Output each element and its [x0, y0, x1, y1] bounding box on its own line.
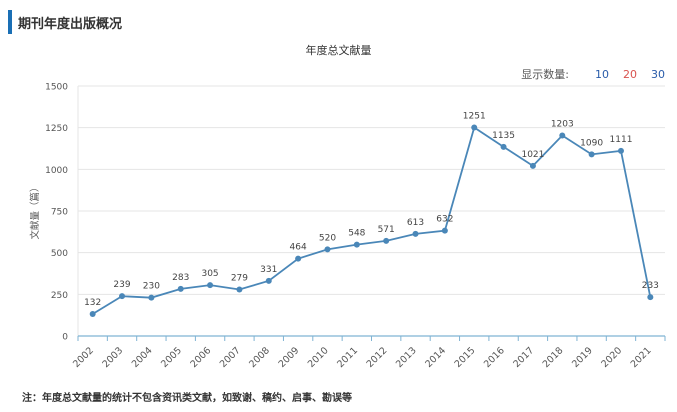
data-point — [617, 147, 624, 154]
chart-title: 年度总文献量 — [305, 44, 372, 57]
count-option-30[interactable]: 30 — [651, 67, 665, 81]
x-tick-label: 2014 — [423, 345, 448, 370]
x-tick-label: 2019 — [570, 345, 595, 370]
section-header: 期刊年度出版概况 — [8, 10, 122, 34]
x-tick-label: 2016 — [482, 345, 507, 370]
x-tick-label: 2017 — [511, 345, 536, 370]
data-label: 1021 — [521, 150, 544, 160]
y-tick-label: 250 — [51, 291, 68, 301]
display-count-switch: 显示数量: 10 20 30 — [521, 66, 665, 82]
data-labels: 132 239 230 283 305 279 331 464 520 548 571 613 632 1… — [84, 112, 659, 309]
x-tick-label: 2020 — [599, 345, 624, 370]
data-label: 283 — [172, 273, 189, 283]
y-tick-label: 1000 — [45, 166, 68, 176]
data-label: 520 — [319, 233, 336, 243]
data-point — [529, 162, 536, 169]
data-label: 1203 — [551, 120, 574, 130]
data-point — [177, 285, 184, 292]
x-tick-label: 2015 — [453, 345, 478, 370]
data-label: 230 — [143, 282, 160, 292]
y-axis-ticks: 0 250 500 750 1000 1250 1500 — [45, 83, 68, 343]
data-point — [207, 282, 214, 289]
data-point — [148, 294, 155, 301]
series-group — [89, 124, 654, 317]
data-point — [588, 151, 595, 158]
data-label: 464 — [290, 243, 307, 253]
section-title: 期刊年度出版概况 — [18, 16, 123, 32]
data-label: 548 — [348, 229, 365, 239]
data-label: 132 — [84, 298, 101, 308]
data-point — [500, 143, 507, 150]
y-tick-label: 0 — [62, 333, 68, 343]
data-point — [353, 241, 360, 248]
data-label: 613 — [407, 218, 424, 228]
x-tick-label: 2013 — [394, 345, 419, 370]
data-point — [647, 294, 654, 301]
data-point — [559, 132, 566, 139]
data-point — [295, 255, 302, 262]
data-point — [324, 246, 331, 253]
section-accent-bar — [8, 10, 12, 34]
x-tick-label: 2018 — [541, 345, 566, 370]
data-point — [119, 293, 126, 300]
x-tick-label: 2002 — [71, 345, 96, 370]
x-tick-label: 2009 — [277, 345, 302, 370]
data-label: 279 — [231, 274, 248, 284]
count-option-10[interactable]: 10 — [595, 67, 609, 81]
data-point — [471, 124, 478, 131]
x-tick-label: 2005 — [159, 345, 184, 370]
count-option-20[interactable]: 20 — [623, 67, 637, 81]
grid-lines — [78, 85, 665, 295]
data-point — [89, 311, 96, 317]
data-point — [236, 286, 243, 293]
data-point — [441, 227, 448, 234]
footnote: 注：年度总文献量的统计不包含资讯类文献，如致谢、稿约、启事、勘误等 — [22, 393, 352, 404]
y-axis-label: 文献量（篇） — [29, 182, 41, 239]
x-axis-ticks: 2002 2003 2004 2005 2006 2007 2008 2009 2010 2011… — [71, 336, 666, 370]
x-tick-label: 2011 — [335, 345, 360, 370]
data-point — [383, 237, 390, 244]
x-tick-label: 2010 — [306, 345, 331, 370]
x-tick-label: 2008 — [247, 345, 272, 370]
display-count-label: 显示数量: — [521, 68, 569, 81]
data-label: 571 — [378, 225, 395, 235]
data-label: 233 — [642, 281, 659, 291]
data-label: 239 — [113, 280, 130, 290]
data-point — [412, 230, 419, 237]
x-tick-label: 2007 — [218, 345, 243, 370]
x-tick-label: 2004 — [130, 345, 155, 370]
series-line — [92, 126, 652, 315]
y-tick-label: 750 — [51, 208, 68, 218]
y-tick-label: 500 — [51, 249, 68, 259]
data-label: 1135 — [492, 131, 515, 141]
data-label: 1251 — [463, 112, 486, 122]
data-label: 632 — [436, 215, 453, 225]
data-point — [265, 277, 272, 284]
x-tick-label: 2012 — [365, 345, 390, 370]
x-tick-label: 2021 — [629, 345, 654, 370]
data-label: 305 — [201, 269, 218, 279]
y-tick-label: 1500 — [45, 83, 68, 93]
y-tick-label: 1250 — [45, 124, 68, 134]
x-tick-label: 2003 — [100, 345, 125, 370]
data-label: 331 — [260, 265, 277, 275]
data-label: 1090 — [580, 138, 603, 148]
data-label: 1111 — [610, 135, 633, 145]
x-tick-label: 2006 — [188, 345, 213, 370]
